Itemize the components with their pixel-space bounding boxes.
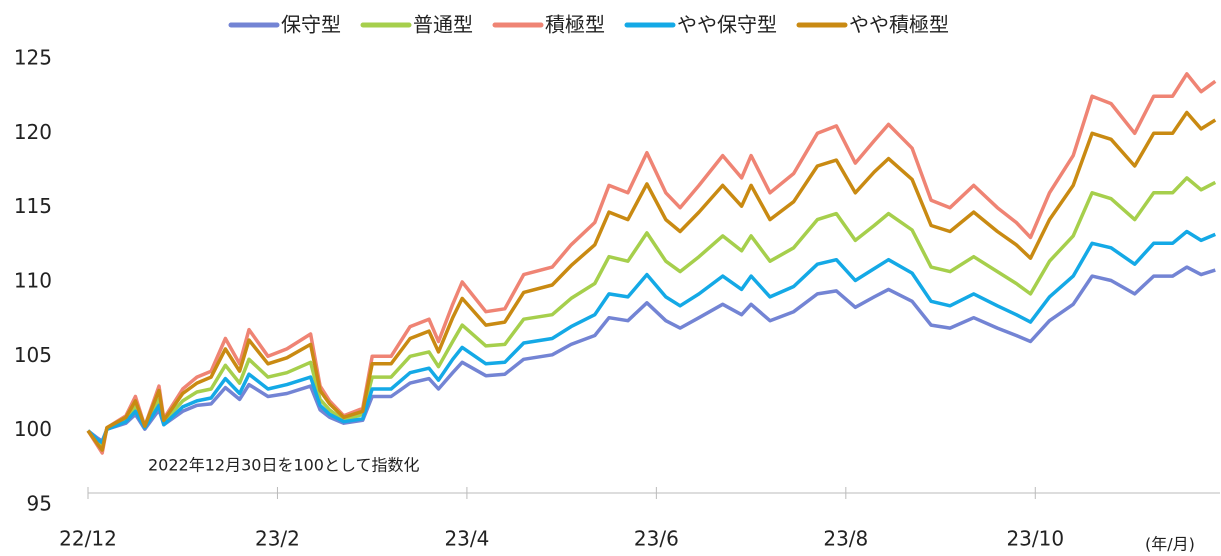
y-tick-label: 110: [14, 269, 52, 293]
x-tick-label: 23/2: [255, 527, 300, 551]
series-line: [86, 265, 1216, 443]
annotation: 2022年12月30日を100として指数化: [148, 456, 420, 475]
y-tick-label: 100: [14, 417, 52, 441]
x-axis-label: (年/月): [1145, 535, 1195, 554]
series-line: [86, 110, 1217, 452]
legend-label: 普通型: [413, 13, 473, 37]
legend-label: やや保守型: [677, 13, 777, 37]
y-tick-label: 125: [14, 46, 52, 70]
y-tick-label: 95: [27, 492, 52, 516]
series-line: [86, 176, 1217, 449]
series-line: [86, 72, 1217, 455]
legend-label: 積極型: [545, 13, 605, 37]
y-tick-label: 120: [14, 120, 52, 144]
legend-label: 保守型: [281, 13, 341, 37]
x-tick-label: 23/8: [823, 527, 868, 551]
x-tick-label: 23/6: [634, 527, 679, 551]
x-tick-label: 23/10: [1006, 527, 1064, 551]
y-tick-label: 105: [14, 343, 52, 367]
legend-label: やや積極型: [849, 13, 949, 37]
x-tick-label: 23/4: [444, 527, 489, 551]
series-line: [86, 229, 1216, 445]
y-tick-label: 115: [14, 194, 52, 218]
x-tick-label: 22/12: [59, 527, 117, 551]
